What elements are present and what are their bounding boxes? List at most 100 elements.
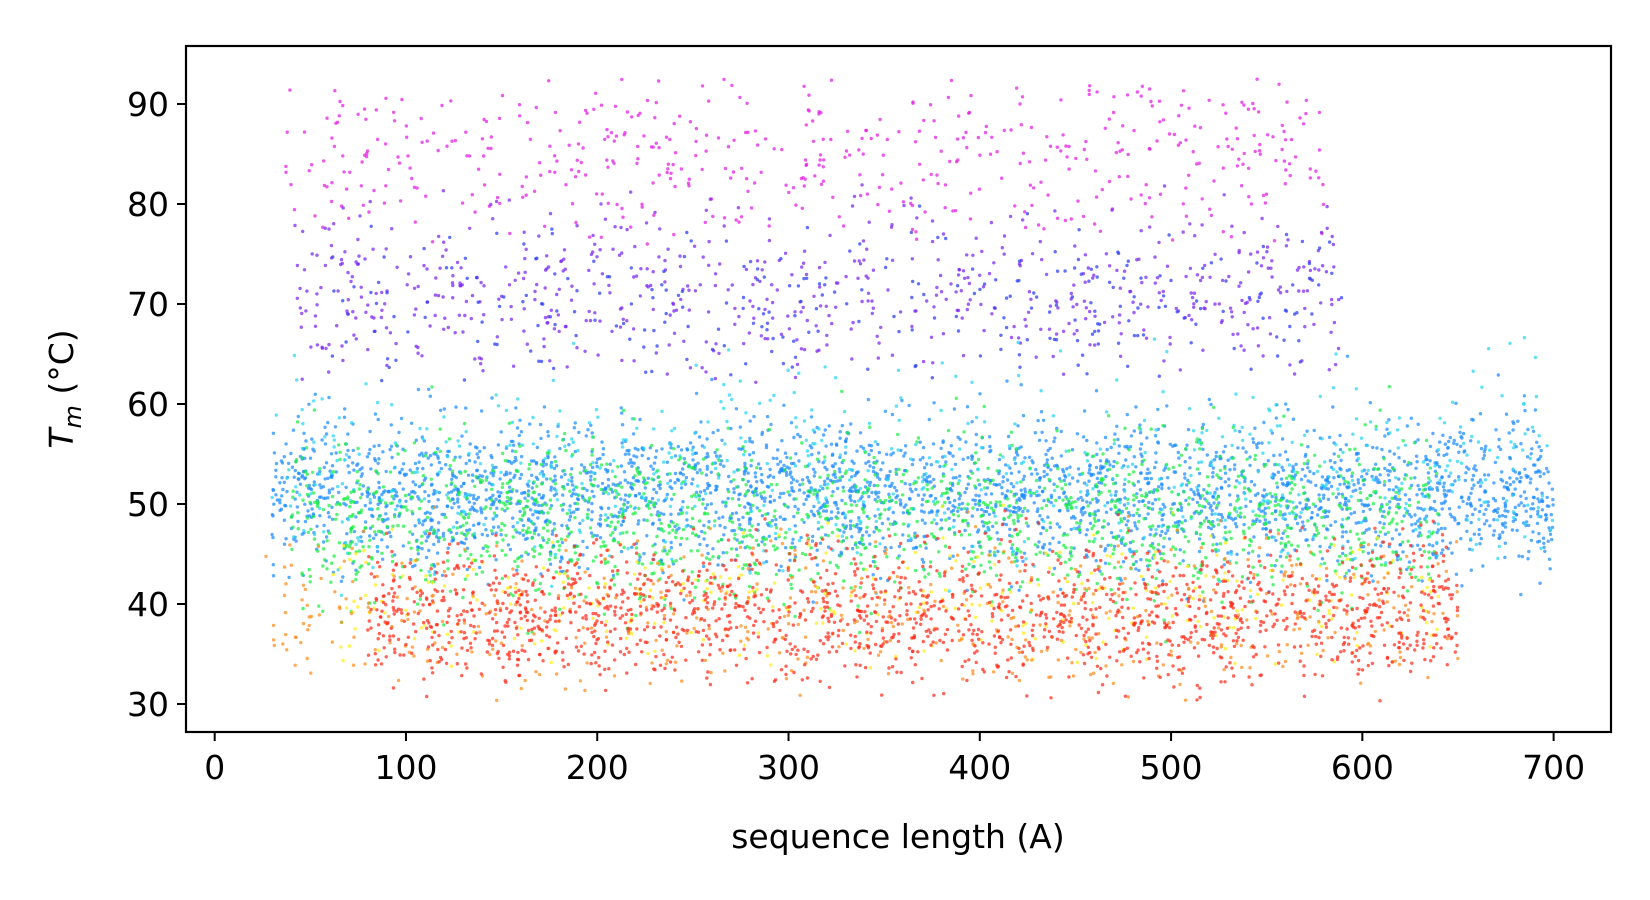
scatter-point-series-3 [987, 512, 991, 517]
scatter-point-series-3 [507, 485, 512, 489]
scatter-point-series-3 [1001, 480, 1005, 484]
scatter-point-series-3 [1137, 499, 1141, 504]
scatter-point-series-1 [910, 324, 914, 329]
scatter-point-series-1 [1075, 328, 1079, 333]
scatter-point-series-3 [1347, 569, 1351, 573]
scatter-point-series-2 [1283, 308, 1288, 312]
scatter-point-series-3 [1376, 478, 1380, 482]
scatter-point-series-1 [686, 284, 690, 288]
scatter-point-series-3 [1105, 447, 1109, 452]
scatter-point-series-2 [816, 329, 820, 333]
scatter-point-series-3 [282, 455, 286, 459]
scatter-point-series-1 [470, 293, 475, 298]
scatter-point-series-3 [1048, 525, 1053, 530]
scatter-point-series-3 [840, 423, 844, 428]
scatter-point-series-3 [1304, 502, 1309, 507]
scatter-point-series-2 [779, 257, 783, 261]
scatter-point-series-3 [589, 474, 593, 479]
scatter-point-series-0 [1282, 129, 1286, 134]
scatter-point-series-3 [595, 464, 599, 469]
scatter-point-series-2 [422, 246, 426, 251]
scatter-point-series-3 [868, 464, 872, 468]
scatter-point-series-4 [1083, 451, 1087, 455]
scatter-point-series-4 [1530, 425, 1535, 429]
scatter-point-series-4 [1497, 544, 1502, 549]
scatter-point-series-1 [754, 380, 758, 384]
scatter-point-series-0 [1253, 149, 1257, 154]
scatter-point-series-3 [1472, 532, 1477, 536]
scatter-point-series-0 [635, 161, 639, 166]
scatter-point-series-3 [930, 510, 934, 514]
scatter-point-series-1 [542, 344, 546, 349]
scatter-point-series-1 [537, 234, 541, 238]
scatter-point-series-3 [1023, 490, 1028, 494]
scatter-point-series-3 [908, 482, 912, 487]
scatter-point-series-0 [914, 230, 918, 234]
scatter-point-series-1 [1159, 298, 1163, 303]
scatter-point-series-3 [1205, 453, 1210, 457]
scatter-point-series-3 [1154, 460, 1158, 464]
scatter-point-series-1 [341, 206, 345, 210]
scatter-point-series-3 [907, 403, 911, 408]
scatter-point-series-4 [300, 407, 304, 412]
scatter-point-series-4 [1480, 481, 1484, 485]
scatter-point-series-1 [620, 251, 624, 255]
scatter-point-series-4 [1496, 556, 1500, 561]
scatter-point-series-3 [1149, 527, 1153, 531]
scatter-point-series-3 [1057, 540, 1061, 545]
scatter-point-series-2 [916, 282, 921, 286]
scatter-point-series-3 [558, 559, 563, 564]
scatter-point-series-3 [931, 442, 936, 446]
scatter-point-series-3 [1042, 469, 1046, 474]
scatter-point-series-1 [489, 202, 493, 207]
scatter-point-series-0 [605, 127, 609, 132]
scatter-point-series-1 [1119, 332, 1123, 336]
scatter-point-series-0 [1304, 111, 1308, 116]
scatter-point-series-1 [633, 244, 637, 249]
scatter-point-series-3 [330, 505, 334, 509]
scatter-point-series-4 [346, 518, 351, 522]
scatter-point-series-1 [692, 244, 697, 248]
scatter-point-series-3 [680, 467, 685, 471]
scatter-point-series-2 [1221, 309, 1225, 314]
scatter-point-series-3 [1103, 561, 1108, 565]
scatter-point-series-3 [702, 523, 706, 528]
scatter-point-series-3 [1409, 416, 1414, 420]
scatter-point-series-2 [799, 299, 803, 304]
scatter-point-series-3 [776, 448, 780, 452]
scatter-point-series-3 [911, 546, 916, 550]
scatter-point-series-3 [784, 470, 788, 475]
scatter-point-series-0 [672, 121, 676, 126]
scatter-point-series-3 [1079, 518, 1083, 523]
scatter-point-series-1 [1184, 274, 1188, 279]
scatter-point-series-0 [802, 184, 806, 188]
scatter-point-series-1 [941, 332, 946, 336]
scatter-point-series-4 [1414, 527, 1418, 532]
scatter-point-series-1 [346, 298, 350, 302]
scatter-point-series-4 [1180, 482, 1185, 486]
scatter-point-series-3 [1045, 472, 1049, 477]
scatter-point-series-3 [1536, 509, 1540, 513]
scatter-point-series-1 [1157, 240, 1161, 245]
scatter-point-series-0 [404, 124, 408, 128]
scatter-point-series-2 [1096, 322, 1100, 326]
scatter-point-series-3 [806, 478, 811, 483]
scatter-point-series-2 [805, 225, 810, 230]
scatter-point-series-0 [1143, 201, 1148, 206]
scatter-point-series-3 [409, 421, 414, 425]
scatter-point-series-4 [1350, 478, 1355, 483]
scatter-point-series-2 [1032, 291, 1036, 295]
scatter-point-series-4 [807, 462, 812, 466]
scatter-point-series-3 [1153, 498, 1158, 502]
scatter-point-series-3 [876, 495, 880, 499]
scatter-point-series-3 [751, 451, 756, 455]
scatter-point-series-3 [718, 462, 723, 466]
scatter-point-series-3 [572, 426, 576, 430]
scatter-point-series-3 [444, 463, 448, 467]
scatter-point-series-4 [294, 485, 298, 489]
scatter-point-series-2 [1310, 278, 1315, 282]
scatter-point-series-4 [672, 426, 677, 431]
scatter-point-series-2 [1126, 364, 1130, 368]
scatter-point-series-3 [343, 407, 347, 411]
scatter-point-series-3 [1095, 500, 1099, 504]
